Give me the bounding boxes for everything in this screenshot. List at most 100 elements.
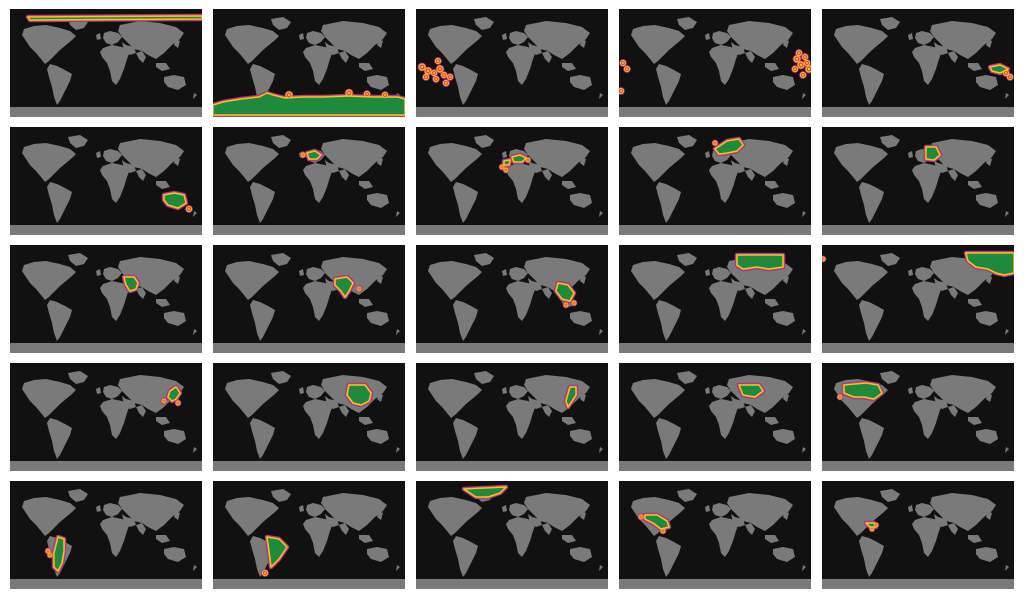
panel-title: [822, 246, 1014, 254]
panel-title: [619, 364, 811, 372]
land-masses: [416, 135, 608, 235]
panel-title: [213, 10, 405, 18]
map-panel-central-asia: [619, 363, 811, 471]
panel-title: [619, 482, 811, 490]
map-panel-melanesia: [822, 9, 1014, 117]
world-map: [10, 253, 202, 353]
highlighted-region: [160, 384, 183, 407]
panel-title: [213, 364, 405, 372]
world-map: [213, 253, 405, 353]
world-map: [416, 17, 608, 117]
map-panel-korea-east-china: [416, 363, 608, 471]
world-map: [822, 135, 1014, 235]
world-map: [416, 371, 608, 471]
world-map: [822, 371, 1014, 471]
highlighted-region: [161, 190, 193, 213]
land-masses: [416, 17, 608, 117]
map-panel-pacific-islands-east: [416, 9, 608, 117]
panel-title: [10, 364, 202, 372]
highlighted-region: [822, 250, 1014, 278]
map-panel-eastern-south-america: [213, 481, 405, 589]
panel-title: [416, 482, 608, 490]
map-panel-mediterranean: [416, 127, 608, 235]
panel-title: [619, 246, 811, 254]
highlighted-region: [44, 534, 67, 574]
map-panel-northern-asia: [619, 245, 811, 353]
land-masses: [619, 371, 811, 471]
world-map: [10, 489, 202, 589]
panel-title: [10, 246, 202, 254]
world-map: [416, 253, 608, 353]
highlighted-region: [711, 136, 746, 157]
map-panel-northern-south-america: [619, 481, 811, 589]
panel-title: [822, 128, 1014, 136]
world-map: [416, 135, 608, 235]
highlighted-region: [836, 380, 885, 402]
land-masses: [619, 17, 811, 117]
panel-title: [822, 364, 1014, 372]
map-panel-arctic-north-band: [10, 9, 202, 117]
map-panel-antarctic-south-band: [213, 9, 405, 117]
land-masses: [10, 135, 202, 235]
highlighted-region: [553, 280, 578, 309]
highlighted-region: [121, 274, 141, 294]
map-panel-eastern-europe: [822, 127, 1014, 235]
map-panel-australia: [10, 127, 202, 235]
panel-title: [10, 128, 202, 136]
panel-title: [416, 364, 608, 372]
map-panel-southern-south-america: [10, 481, 202, 589]
world-map: [213, 17, 405, 117]
land-masses: [213, 489, 405, 589]
map-panel-northern-europe: [619, 127, 811, 235]
world-map: [416, 484, 608, 589]
highlighted-region: [261, 534, 290, 577]
world-map: [619, 371, 811, 471]
map-panel-south-asia: [213, 245, 405, 353]
world-map: [619, 489, 811, 589]
land-masses: [10, 371, 202, 471]
panel-title: [10, 482, 202, 490]
world-map: [619, 135, 811, 235]
world-map: [213, 371, 405, 471]
land-masses: [10, 489, 202, 589]
land-masses: [822, 17, 1014, 117]
highlighted-region: [563, 384, 579, 410]
panel-title: [416, 128, 608, 136]
world-map: [822, 17, 1014, 117]
highlighted-region: [734, 252, 786, 272]
world-map: [822, 489, 1014, 589]
world-map: [10, 13, 202, 117]
highlighted-region: [299, 148, 324, 162]
panel-title: [619, 10, 811, 18]
panel-title: [822, 10, 1014, 18]
map-panel-greenland-arctic: [416, 481, 608, 589]
panel-title: [822, 482, 1014, 490]
highlighted-region: [498, 152, 532, 174]
land-masses: [213, 135, 405, 235]
panel-title: [416, 246, 608, 254]
land-masses: [213, 371, 405, 471]
highlighted-region: [417, 57, 454, 87]
land-masses: [416, 253, 608, 353]
map-panel-china: [213, 363, 405, 471]
map-panel-southeast-asia: [416, 245, 608, 353]
highlighted-region: [987, 62, 1014, 81]
panel-title: [619, 128, 811, 136]
land-masses: [822, 135, 1014, 235]
highlighted-region: [461, 484, 509, 500]
land-masses: [10, 17, 202, 117]
land-masses: [213, 253, 405, 353]
world-map: [213, 489, 405, 589]
highlighted-region: [923, 144, 943, 163]
world-map: [10, 135, 202, 235]
panel-title: [213, 128, 405, 136]
highlighted-region: [213, 88, 405, 117]
land-masses: [416, 371, 608, 471]
map-panel-russian-far-east: [822, 245, 1014, 353]
land-masses: [619, 489, 811, 589]
highlighted-region: [736, 382, 766, 400]
panel-title: [10, 10, 202, 18]
map-panel-japan: [10, 363, 202, 471]
world-map: [822, 250, 1014, 353]
